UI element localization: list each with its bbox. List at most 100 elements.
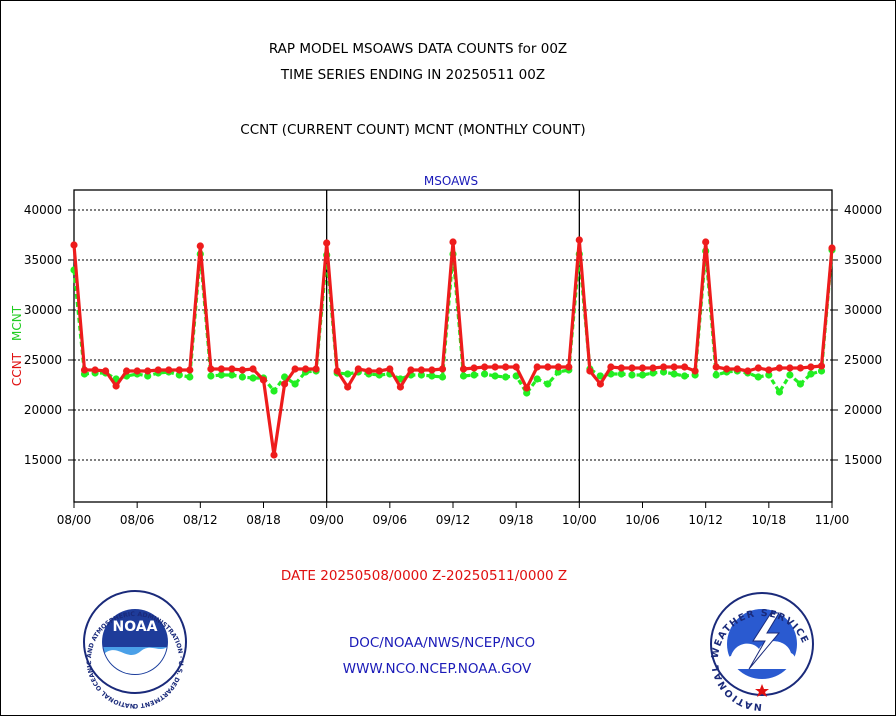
footer-date-range: DATE 20250508/0000 Z-20250511/0000 Z [281,568,567,584]
ccnt-point [544,363,552,371]
chart-title: MSOAWS [424,174,478,188]
mcnt-point [502,373,510,381]
ccnt-point [765,366,773,374]
ccnt-point [807,363,815,371]
ccnt-point [207,365,215,373]
ccnt-point [112,382,120,390]
ccnt-point [133,367,141,375]
mcnt-point [417,371,425,379]
y-tick-label-left: 35000 [24,253,62,267]
mcnt-point [533,375,541,383]
mcnt-point [491,372,499,380]
ccnt-point [312,365,320,373]
mcnt-point [270,387,278,395]
x-tick-label: 08/00 [57,513,92,527]
ccnt-point [786,364,794,372]
ccnt-point [123,367,131,375]
noaa-logo-text: NOAA [113,619,158,635]
mcnt-point [217,371,225,379]
ccnt-point [91,366,99,374]
mcnt-point [470,371,478,379]
ccnt-point [154,366,162,374]
mcnt-point [228,371,236,379]
ccnt-point [681,363,689,371]
ccnt-point [670,363,678,371]
mcnt-point [207,372,215,380]
mcnt-point [638,371,647,379]
ccnt-point [365,367,373,375]
ccnt-point [723,365,731,373]
mcnt-point [438,373,447,381]
y-tick-label-left: 25000 [24,353,62,367]
header-line-1: RAP MODEL MSOAWS DATA COUNTS for 00Z [269,41,567,57]
mcnt-point [144,372,152,380]
ccnt-point [375,367,383,375]
mcnt-point [249,374,257,382]
mcnt-point [681,372,689,380]
y-tick-label-right: 30000 [844,303,882,317]
x-tick-label: 09/18 [499,513,534,527]
mcnt-point [596,372,605,380]
ccnt-point [775,364,784,372]
mcnt-point [670,370,678,378]
ccnt-point [344,383,352,391]
ccnt-point [333,367,341,375]
ccnt-point [386,365,394,373]
mcnt-point [617,370,626,378]
footer-org: DOC/NOAA/NWS/NCEP/NCO [349,635,535,651]
ccnt-point [754,364,762,372]
ccnt-point [396,383,404,391]
ccnt-point [712,363,720,371]
ccnt-point [186,366,194,374]
ccnt-point [649,364,657,372]
ccnt-point [575,236,583,244]
plot-area-border [73,189,833,503]
ccnt-point [238,366,246,374]
header-line-2: TIME SERIES ENDING IN 20250511 00Z [280,67,545,83]
ccnt-point [165,366,173,374]
x-tick-label: 11/00 [815,513,850,527]
x-tick-label: 10/06 [625,513,660,527]
header-line-3: CCNT (CURRENT COUNT) MCNT (MONTHLY COUNT… [240,122,585,138]
ccnt-point [217,365,225,373]
ccnt-point [144,367,152,375]
y-tick-label-right: 20000 [844,403,882,417]
x-tick-label: 09/00 [309,513,344,527]
ccnt-point [459,365,468,373]
ccnt-point [617,364,626,372]
y-ticks-left: 15000 20000 25000 30000 35000 40000 [24,203,74,467]
series-ccnt [70,236,836,459]
ccnt-point [302,365,310,373]
y-tick-label-left: 20000 [24,403,62,417]
ccnt-point [744,367,752,375]
x-tick-label: 09/06 [373,513,408,527]
ccnt-point [796,364,805,372]
y-tick-label-right: 40000 [844,203,882,217]
mcnt-point [291,380,299,388]
mcnt-point [754,373,762,381]
y-label-mcnt: MCNT [10,305,24,341]
ccnt-point [828,244,836,252]
mcnt-point [660,368,668,376]
mcnt-point [238,373,246,381]
x-tick-label: 10/00 [562,513,597,527]
mcnt-point [175,371,183,379]
y-tick-label-left: 40000 [24,203,62,217]
ccnt-point [354,365,362,373]
mcnt-point [554,368,562,376]
ccnt-point [481,363,489,371]
ccnt-point [175,366,183,374]
ccnt-point [491,363,499,371]
y-label-ccnt: CCNT [10,352,24,386]
mcnt-point [807,370,815,378]
footer-url[interactable]: WWW.NCO.NCEP.NOAA.GOV [343,661,532,677]
x-tick-label: 08/18 [246,513,281,527]
ccnt-point [428,366,436,374]
mcnt-point [523,389,531,397]
ccnt-point [228,365,236,373]
ccnt-point [817,362,826,370]
mcnt-point [817,367,826,375]
y-tick-label-right: 25000 [844,353,882,367]
x-tick-label: 09/12 [436,513,471,527]
